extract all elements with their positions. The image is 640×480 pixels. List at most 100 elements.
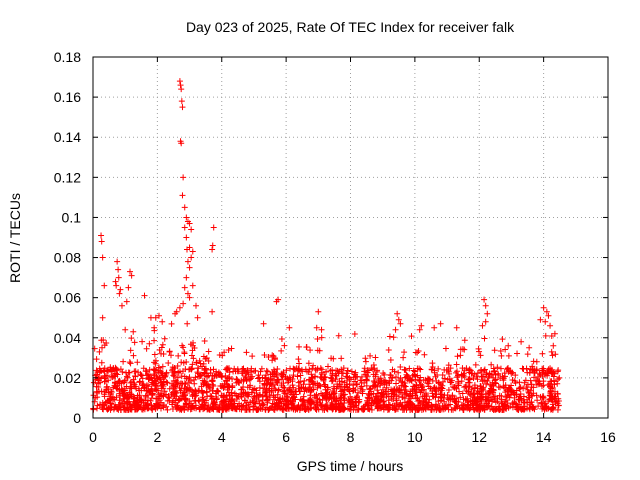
data-point <box>344 367 351 374</box>
data-point <box>216 351 223 358</box>
data-point <box>260 320 267 327</box>
data-point <box>122 400 129 407</box>
data-point <box>121 396 128 403</box>
data-point <box>417 366 424 373</box>
data-point <box>443 367 450 374</box>
data-point <box>335 405 342 412</box>
data-point <box>99 406 106 413</box>
data-point <box>318 366 325 373</box>
data-point <box>151 386 158 393</box>
data-point <box>546 384 553 391</box>
data-point <box>517 391 524 398</box>
data-point <box>141 292 148 299</box>
data-point <box>127 379 134 386</box>
data-point <box>391 391 398 398</box>
data-point <box>152 314 159 321</box>
data-point <box>471 384 478 391</box>
data-point <box>393 401 400 408</box>
data-point <box>550 342 557 349</box>
data-point <box>99 254 106 261</box>
data-point <box>387 357 394 364</box>
data-point <box>251 403 258 410</box>
data-point <box>314 347 321 354</box>
data-point <box>183 214 190 221</box>
data-point <box>140 365 147 372</box>
data-point <box>157 379 164 386</box>
data-point <box>111 404 118 411</box>
data-point <box>545 398 552 405</box>
data-point <box>518 406 525 413</box>
data-point <box>184 290 191 297</box>
data-point <box>247 382 254 389</box>
data-point <box>242 397 249 404</box>
data-point <box>362 402 369 409</box>
data-point <box>209 246 216 253</box>
data-point <box>94 389 101 396</box>
data-point <box>392 406 399 413</box>
data-point <box>406 365 413 372</box>
data-point <box>418 384 425 391</box>
data-point <box>183 274 190 281</box>
data-point <box>305 397 312 404</box>
data-point <box>174 362 181 369</box>
data-point <box>116 386 123 393</box>
data-point <box>237 393 244 400</box>
data-point <box>184 258 191 265</box>
data-point <box>542 400 549 407</box>
data-point <box>115 274 122 281</box>
data-point <box>478 373 485 380</box>
data-point <box>244 390 251 397</box>
data-point <box>442 404 449 411</box>
data-point <box>334 381 341 388</box>
data-point <box>209 242 216 249</box>
data-point <box>438 385 445 392</box>
data-point <box>509 377 516 384</box>
data-point <box>401 390 408 397</box>
data-point <box>150 371 157 378</box>
data-point <box>493 406 500 413</box>
data-point <box>315 308 322 315</box>
data-point <box>458 378 465 385</box>
data-point <box>178 140 185 147</box>
data-point <box>342 391 349 398</box>
data-point <box>98 359 105 366</box>
data-point <box>534 397 541 404</box>
data-point <box>355 389 362 396</box>
data-point <box>278 347 285 354</box>
data-point <box>307 347 314 354</box>
data-point <box>306 398 313 405</box>
data-point <box>270 406 277 413</box>
data-point <box>155 369 162 376</box>
data-point <box>98 337 105 344</box>
data-point <box>113 365 120 372</box>
data-point <box>422 398 429 405</box>
data-point <box>225 383 232 390</box>
data-point <box>362 355 369 362</box>
data-point <box>199 396 206 403</box>
data-point <box>262 387 269 394</box>
data-point <box>127 385 134 392</box>
data-point <box>271 401 278 408</box>
data-point <box>535 403 542 410</box>
data-point <box>528 398 535 405</box>
data-point <box>201 399 208 406</box>
data-point <box>482 318 489 325</box>
data-point <box>547 387 554 394</box>
data-point <box>99 344 106 351</box>
data-point <box>544 372 551 379</box>
data-point <box>295 379 302 386</box>
data-point <box>271 406 278 413</box>
data-point <box>158 350 165 357</box>
data-point <box>178 373 185 380</box>
data-point <box>191 345 198 352</box>
data-point <box>174 374 181 381</box>
data-point <box>209 372 216 379</box>
data-point <box>415 406 422 413</box>
data-point <box>449 393 456 400</box>
data-point <box>177 387 184 394</box>
data-point <box>90 392 97 399</box>
data-point <box>350 382 357 389</box>
data-point <box>385 380 392 387</box>
data-point <box>141 404 148 411</box>
data-point <box>548 348 555 355</box>
